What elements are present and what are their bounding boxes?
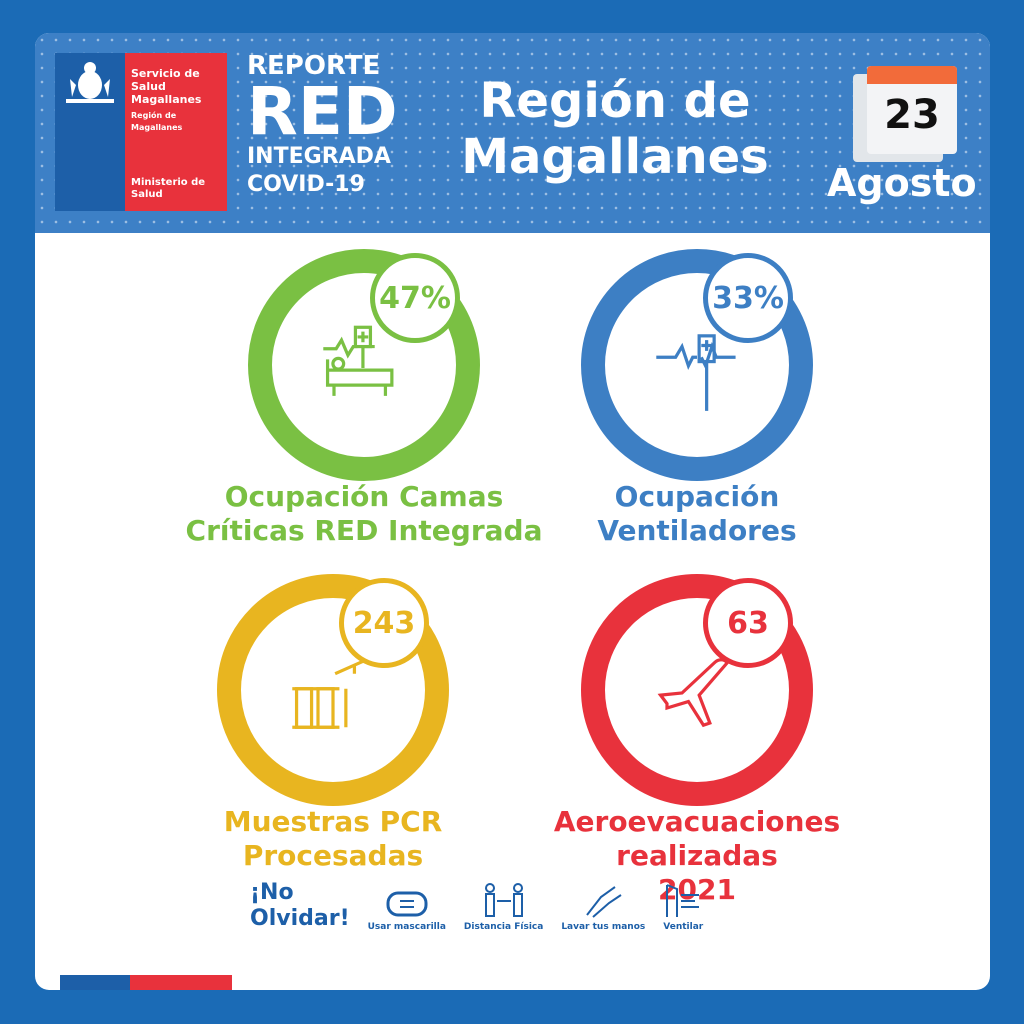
label-line: Ocupación Camas [224,480,504,513]
label-line: realizadas [616,839,778,872]
label-line: 2021 [658,873,736,906]
mask-icon [386,891,428,917]
coat-of-arms-icon [66,62,114,103]
org-region: Región de [131,111,177,120]
label-line: Muestras PCR [223,805,443,838]
label-line: Ocupación [614,480,780,513]
flag-stripe-blue [60,975,130,990]
indicator-label: Ocupación Ventiladores [497,480,897,548]
date-month: Agosto [827,161,977,205]
reminder-label: Ventilar [663,922,704,932]
ministry: Ministerio de [131,177,206,188]
hospital-bed-icon [323,325,394,396]
distance-icon [484,883,523,917]
ventilator-icon [656,334,736,411]
label-line: Críticas RED Integrada [185,514,543,547]
window-icon [666,884,700,917]
reminder-label: Distancia Física [463,922,544,932]
indicator-value: 33% [703,253,793,343]
indicator-label: Ocupación Camas Críticas RED Integrada [164,480,564,548]
ministry-logo: Servicio de Salud Magallanes Región de M… [55,53,227,211]
report-line: COVID-19 [247,172,365,197]
org-name: Salud [131,80,166,93]
report-line: RED [247,73,398,150]
reminders: ¡No Olvidar! Usar mascarilla Distancia Fí… [250,880,703,932]
flag-stripe-red [130,975,232,990]
indicator-value: 47% [370,253,460,343]
reminder-title: ¡No [250,880,294,905]
report-title: REPORTE RED INTEGRADA COVID-19 [247,51,398,199]
title-line: Magallanes [461,129,769,185]
header: Servicio de Salud Magallanes Región de M… [35,33,990,233]
region-title: Región de Magallanes [445,73,785,185]
label-line: Ventiladores [597,514,797,547]
report-line: INTEGRADA [247,144,391,169]
ministry: Salud [131,189,163,200]
org-region: Magallanes [131,123,183,132]
date-day: 23 [884,92,940,138]
title-line: Región de [479,73,751,129]
report-line: REPORTE [247,51,381,81]
reminder-label: Usar mascarilla [367,922,446,932]
hand-wash-icon [586,886,622,918]
infographic-card: Servicio de Salud Magallanes Región de M… [35,33,990,990]
org-name: Magallanes [131,93,202,106]
org-name: Servicio de [131,67,200,80]
label-line: Aeroevacuaciones [553,805,841,838]
reminder-label: Lavar tus manos [561,922,646,932]
reminder-title: Olvidar! [250,906,350,931]
indicator-value: 63 [703,578,793,668]
label-line: Procesadas [242,839,424,872]
indicator-label: Aeroevacuaciones realizadas 2021 [497,805,897,907]
indicator-value: 243 [339,578,429,668]
calendar-icon: 23 [867,66,957,154]
indicator-label: Muestras PCR Procesadas [133,805,533,873]
